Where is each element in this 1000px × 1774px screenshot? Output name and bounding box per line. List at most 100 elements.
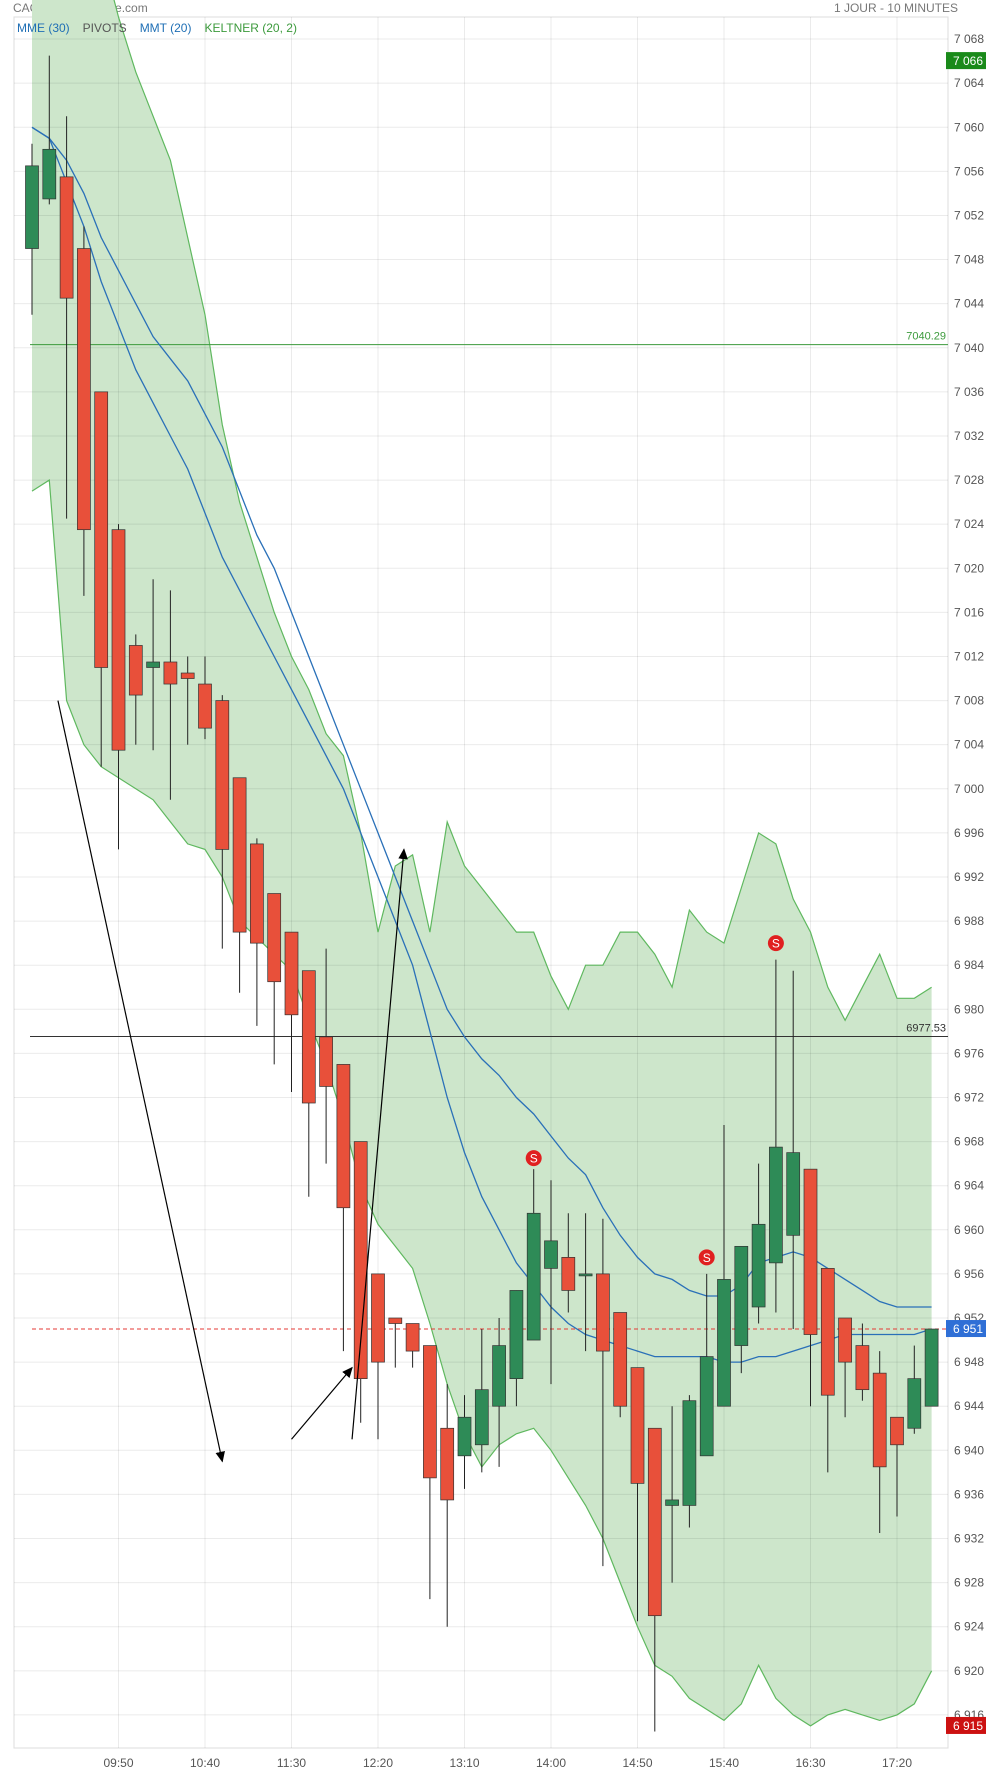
y-tick-label: 7 000	[954, 782, 984, 796]
sell-signal-marker	[525, 1150, 542, 1167]
candle-body	[284, 931, 299, 1016]
candle-body	[561, 1257, 576, 1291]
candle-body	[163, 661, 178, 685]
candle-body	[526, 1212, 541, 1341]
candle-body	[872, 1372, 887, 1468]
candle-body	[682, 1400, 697, 1506]
candle-body	[440, 1427, 455, 1501]
candle-body	[596, 1273, 610, 1352]
candle-body	[734, 1245, 749, 1346]
low-price-badge-text: 6 915	[953, 1719, 983, 1733]
y-tick-label: 6 996	[954, 826, 984, 840]
candle-body	[457, 1416, 472, 1457]
sell-signal-label: S	[703, 1251, 711, 1265]
x-tick-label: 13:10	[449, 1756, 479, 1770]
y-tick-label: 6 920	[954, 1664, 984, 1678]
candle-body	[717, 1279, 731, 1407]
indicator-legend: MME (30) PIVOTS MMT (20) KELTNER (20, 2)	[17, 21, 310, 35]
candle-body	[25, 165, 39, 249]
candle-body	[769, 1146, 783, 1264]
y-tick-label: 7 044	[954, 297, 984, 311]
y-tick-label: 6 936	[954, 1487, 984, 1501]
legend-mmt[interactable]: MMT (20)	[139, 21, 192, 35]
candle-body	[198, 683, 212, 729]
high-price-badge-text: 7 066	[953, 54, 983, 68]
candle-body	[267, 893, 282, 983]
candle-body	[250, 843, 264, 944]
candle-body	[820, 1268, 835, 1396]
annotation-arrow	[351, 848, 408, 1440]
high-price-badge	[946, 52, 986, 70]
y-tick-label: 6 932	[954, 1532, 984, 1546]
x-tick-label: 09:50	[103, 1756, 133, 1770]
y-tick-label: 6 956	[954, 1267, 984, 1281]
candle-body	[613, 1312, 628, 1407]
sell-signal-marker	[698, 1249, 715, 1266]
y-tick-label: 7 016	[954, 605, 984, 619]
pivot-label: 6977.53	[906, 1023, 946, 1035]
candle-body	[665, 1499, 679, 1506]
x-tick-label: 15:40	[709, 1756, 739, 1770]
candle-body	[751, 1223, 766, 1308]
candle-body	[371, 1273, 385, 1363]
y-tick-label: 6 964	[954, 1179, 984, 1193]
y-tick-label: 7 048	[954, 253, 984, 267]
legend-mme[interactable]: MME (30)	[17, 21, 70, 35]
candle-body	[838, 1317, 852, 1363]
candle-body	[180, 672, 195, 679]
candle-body	[336, 1064, 351, 1209]
y-tick-label: 6 972	[954, 1090, 984, 1104]
candle-body	[855, 1345, 870, 1391]
x-tick-label: 11:30	[277, 1756, 306, 1770]
last-price-badge	[946, 1320, 986, 1338]
sell-signal-label: S	[772, 937, 780, 951]
candle-body	[353, 1141, 368, 1379]
candle-body	[924, 1328, 939, 1407]
x-tick-label: 17:20	[882, 1756, 912, 1770]
y-tick-label: 6 984	[954, 958, 984, 972]
y-tick-label: 7 060	[954, 120, 984, 134]
sell-signal-label: S	[530, 1152, 538, 1166]
y-tick-label: 7 068	[954, 32, 984, 46]
y-tick-label: 7 056	[954, 164, 984, 178]
keltner-upper-line	[113, 0, 932, 1022]
x-tick-label: 16:30	[795, 1756, 825, 1770]
last-price-badge-text: 6 951	[953, 1322, 983, 1336]
candle-body	[474, 1389, 489, 1446]
candle-body	[699, 1356, 714, 1457]
y-tick-label: 6 924	[954, 1620, 984, 1634]
y-tick-label: 7 028	[954, 473, 984, 487]
candle-body	[94, 391, 109, 668]
candle-body	[232, 777, 247, 933]
legend-pivots[interactable]: PIVOTS	[82, 21, 127, 35]
candle-body	[890, 1416, 904, 1446]
candle-body	[405, 1323, 420, 1352]
pivot-label: 7040.29	[906, 331, 946, 343]
y-tick-label: 6 992	[954, 870, 984, 884]
sell-signal-marker	[767, 935, 784, 952]
candle-body	[319, 1036, 333, 1087]
candle-body	[630, 1367, 645, 1484]
candle-body	[423, 1345, 437, 1479]
candle-body	[146, 661, 160, 668]
y-tick-label: 7 036	[954, 385, 984, 399]
candle-body	[77, 248, 91, 531]
y-tick-label: 7 064	[954, 76, 984, 90]
candle-body	[215, 700, 230, 850]
candle-body	[492, 1345, 506, 1407]
y-tick-label: 7 040	[954, 341, 984, 355]
y-tick-label: 6 960	[954, 1223, 984, 1237]
period-label[interactable]: 1 JOUR - 10 MINUTES	[833, 1, 958, 15]
y-tick-label: 6 968	[954, 1135, 984, 1149]
candle-body	[59, 176, 74, 299]
candle-body	[509, 1290, 524, 1379]
candle-body	[301, 970, 316, 1104]
low-price-badge	[946, 1716, 986, 1734]
x-tick-label: 12:20	[363, 1756, 393, 1770]
y-tick-label: 6 980	[954, 1002, 984, 1016]
legend-keltner[interactable]: KELTNER (20, 2)	[204, 21, 297, 35]
y-tick-label: 7 024	[954, 517, 984, 531]
y-tick-label: 7 020	[954, 561, 984, 575]
y-tick-label: 7 008	[954, 694, 984, 708]
